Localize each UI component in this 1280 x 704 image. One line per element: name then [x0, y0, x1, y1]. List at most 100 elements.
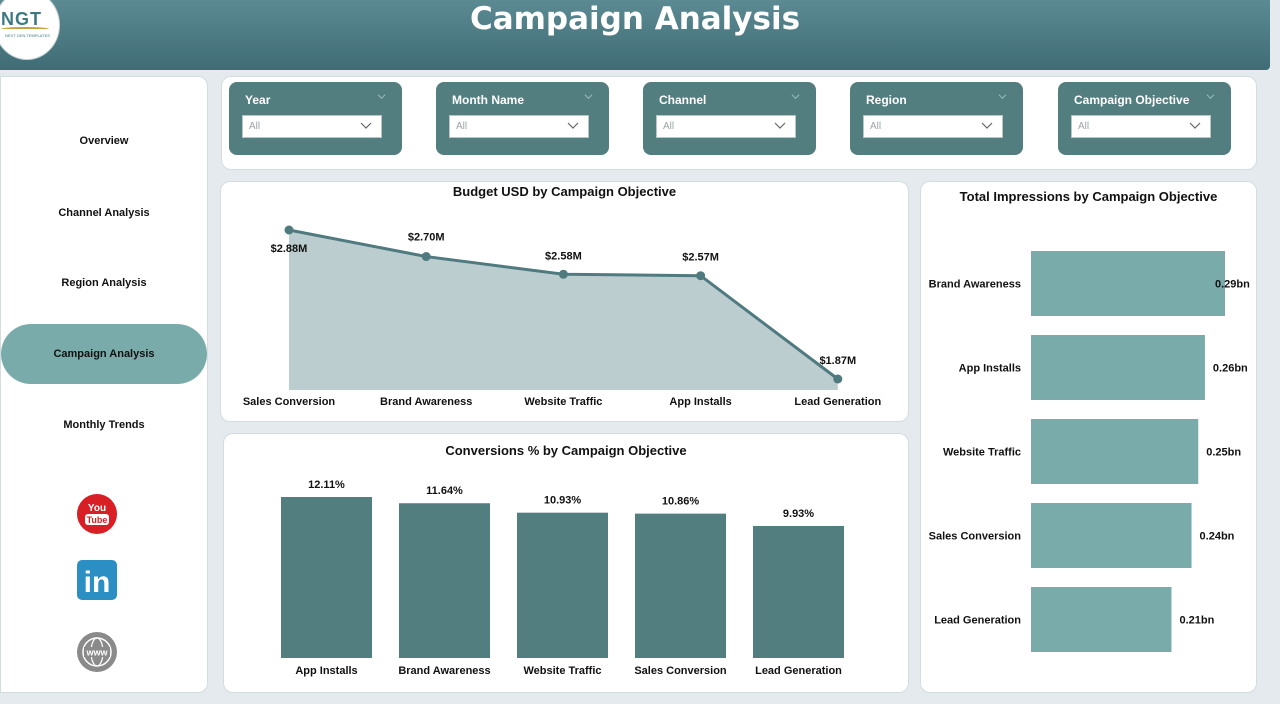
impressions-chart-card: Total Impressions by Campaign Objective …: [920, 181, 1257, 693]
chevron-down-icon: [567, 122, 579, 129]
chevron-down-icon[interactable]: [584, 92, 593, 101]
sidebar-item-overview[interactable]: Overview: [1, 111, 207, 171]
sidebar-item-campaign-analysis[interactable]: Campaign Analysis: [1, 324, 207, 384]
impressions-bar[interactable]: [1031, 419, 1199, 484]
budget-data-label: $2.88M: [271, 243, 308, 255]
budget-data-label: $2.57M: [682, 252, 719, 264]
budget-area-chart: $2.88M Sales Conversion $2.70M Brand Awaren…: [243, 225, 881, 408]
budget-data-label: $1.87M: [819, 355, 856, 367]
slicer-value: All: [663, 121, 675, 132]
conversions-chart-title: Conversions % by Campaign Objective: [445, 443, 687, 458]
conversions-chart-card: Conversions % by Campaign Objective 12.1…: [223, 433, 909, 693]
slicer-dropdown[interactable]: All: [656, 115, 796, 138]
slicer-title: Year: [245, 93, 271, 107]
slicer-dropdown[interactable]: All: [449, 115, 589, 138]
linkedin-icon-text: in: [84, 566, 111, 599]
chevron-down-icon[interactable]: [998, 92, 1007, 101]
slicer-dropdown[interactable]: All: [242, 115, 382, 138]
conversions-category-label: Website Traffic: [523, 665, 601, 677]
impressions-data-label: 0.29bn: [1215, 279, 1250, 291]
impressions-bar[interactable]: [1031, 251, 1225, 316]
linkedin-icon[interactable]: in: [76, 559, 118, 601]
logo-text: NGT: [1, 9, 42, 29]
budget-category-label: App Installs: [669, 396, 731, 408]
header-bar: Campaign Analysis: [0, 0, 1270, 70]
impressions-bar-chart: Brand Awareness 0.29bn App Installs 0.26bn W…: [929, 251, 1250, 652]
budget-point[interactable]: [284, 225, 294, 235]
sidebar-item-label: Monthly Trends: [63, 419, 145, 431]
slicer-value: All: [249, 121, 261, 132]
sidebar: Overview Channel Analysis Region Analysi…: [0, 76, 208, 693]
impressions-bar[interactable]: [1031, 587, 1172, 652]
youtube-icon-text-top: You: [88, 503, 106, 514]
sidebar-item-label: Region Analysis: [61, 277, 147, 289]
globe-icon-text: www: [85, 648, 108, 658]
impressions-category-label: Brand Awareness: [929, 279, 1021, 291]
chevron-down-icon[interactable]: [791, 92, 800, 101]
budget-data-label: $2.70M: [408, 232, 445, 244]
sidebar-item-region-analysis[interactable]: Region Analysis: [1, 253, 207, 313]
budget-point[interactable]: [558, 269, 568, 279]
impressions-data-label: 0.24bn: [1200, 531, 1235, 543]
chevron-down-icon: [360, 122, 372, 129]
budget-chart-card: Budget USD by Campaign Objective $2.88M S…: [220, 181, 909, 422]
impressions-data-label: 0.26bn: [1213, 363, 1248, 375]
sidebar-item-channel-analysis[interactable]: Channel Analysis: [1, 183, 207, 243]
slicer-channel[interactable]: Channel All: [643, 82, 816, 155]
youtube-icon-text-bottom: Tube: [87, 515, 108, 525]
slicer-dropdown[interactable]: All: [863, 115, 1003, 138]
slicer-value: All: [1078, 121, 1090, 132]
budget-point[interactable]: [833, 374, 843, 384]
budget-point[interactable]: [421, 252, 431, 262]
slicer-campaign-objective[interactable]: Campaign Objective All: [1058, 82, 1231, 155]
conversions-category-label: Brand Awareness: [398, 665, 490, 677]
slicer-title: Month Name: [452, 93, 524, 107]
conversions-bar[interactable]: [517, 512, 608, 658]
slicer-value: All: [870, 121, 882, 132]
conversions-category-label: Sales Conversion: [634, 665, 727, 677]
conversions-category-label: Lead Generation: [755, 665, 842, 677]
conversions-bar[interactable]: [635, 513, 726, 658]
chevron-down-icon: [1189, 122, 1201, 129]
conversions-category-label: App Installs: [295, 665, 357, 677]
impressions-category-label: Website Traffic: [943, 447, 1021, 459]
sidebar-item-monthly-trends[interactable]: Monthly Trends: [1, 395, 207, 455]
youtube-icon[interactable]: You Tube: [76, 493, 118, 535]
impressions-data-label: 0.21bn: [1179, 615, 1214, 627]
conversions-bar[interactable]: [281, 497, 372, 658]
budget-category-label: Brand Awareness: [380, 396, 472, 408]
slicer-region[interactable]: Region All: [850, 82, 1023, 155]
page-title: Campaign Analysis: [469, 1, 801, 37]
conversions-bar[interactable]: [753, 525, 844, 658]
budget-point[interactable]: [696, 271, 706, 281]
impressions-bar[interactable]: [1031, 503, 1192, 568]
impressions-category-label: Lead Generation: [934, 615, 1021, 627]
logo: NGT NEXT GEN TEMPLATES: [0, 0, 60, 60]
conversions-data-label: 11.64%: [426, 485, 463, 497]
impressions-data-label: 0.25bn: [1206, 447, 1241, 459]
slicer-title: Campaign Objective: [1074, 93, 1190, 107]
chevron-down-icon: [774, 122, 786, 129]
chevron-down-icon[interactable]: [1206, 92, 1215, 101]
slicer-month-name[interactable]: Month Name All: [436, 82, 609, 155]
budget-data-label: $2.58M: [545, 250, 582, 262]
slicer-value: All: [456, 121, 468, 132]
impressions-bar[interactable]: [1031, 335, 1205, 400]
sidebar-item-label: Channel Analysis: [58, 207, 150, 219]
impressions-chart-title: Total Impressions by Campaign Objective: [959, 189, 1218, 204]
conversions-bar-chart: 12.11% App Installs 11.64% Brand Awareness 1…: [281, 479, 844, 677]
budget-chart-title: Budget USD by Campaign Objective: [452, 184, 677, 199]
conversions-bar[interactable]: [399, 503, 490, 658]
budget-category-label: Website Traffic: [524, 396, 602, 408]
conversions-data-label: 12.11%: [308, 479, 345, 491]
globe-icon[interactable]: www: [76, 631, 118, 673]
chevron-down-icon: [981, 122, 993, 129]
budget-category-label: Lead Generation: [794, 396, 881, 408]
slicer-dropdown[interactable]: All: [1071, 115, 1211, 138]
conversions-data-label: 9.93%: [783, 508, 814, 520]
budget-category-label: Sales Conversion: [243, 396, 336, 408]
chevron-down-icon[interactable]: [377, 92, 386, 101]
slicer-year[interactable]: Year All: [229, 82, 402, 155]
sidebar-item-label: Overview: [79, 135, 129, 147]
logo-subtitle: NEXT GEN TEMPLATES: [5, 33, 50, 38]
